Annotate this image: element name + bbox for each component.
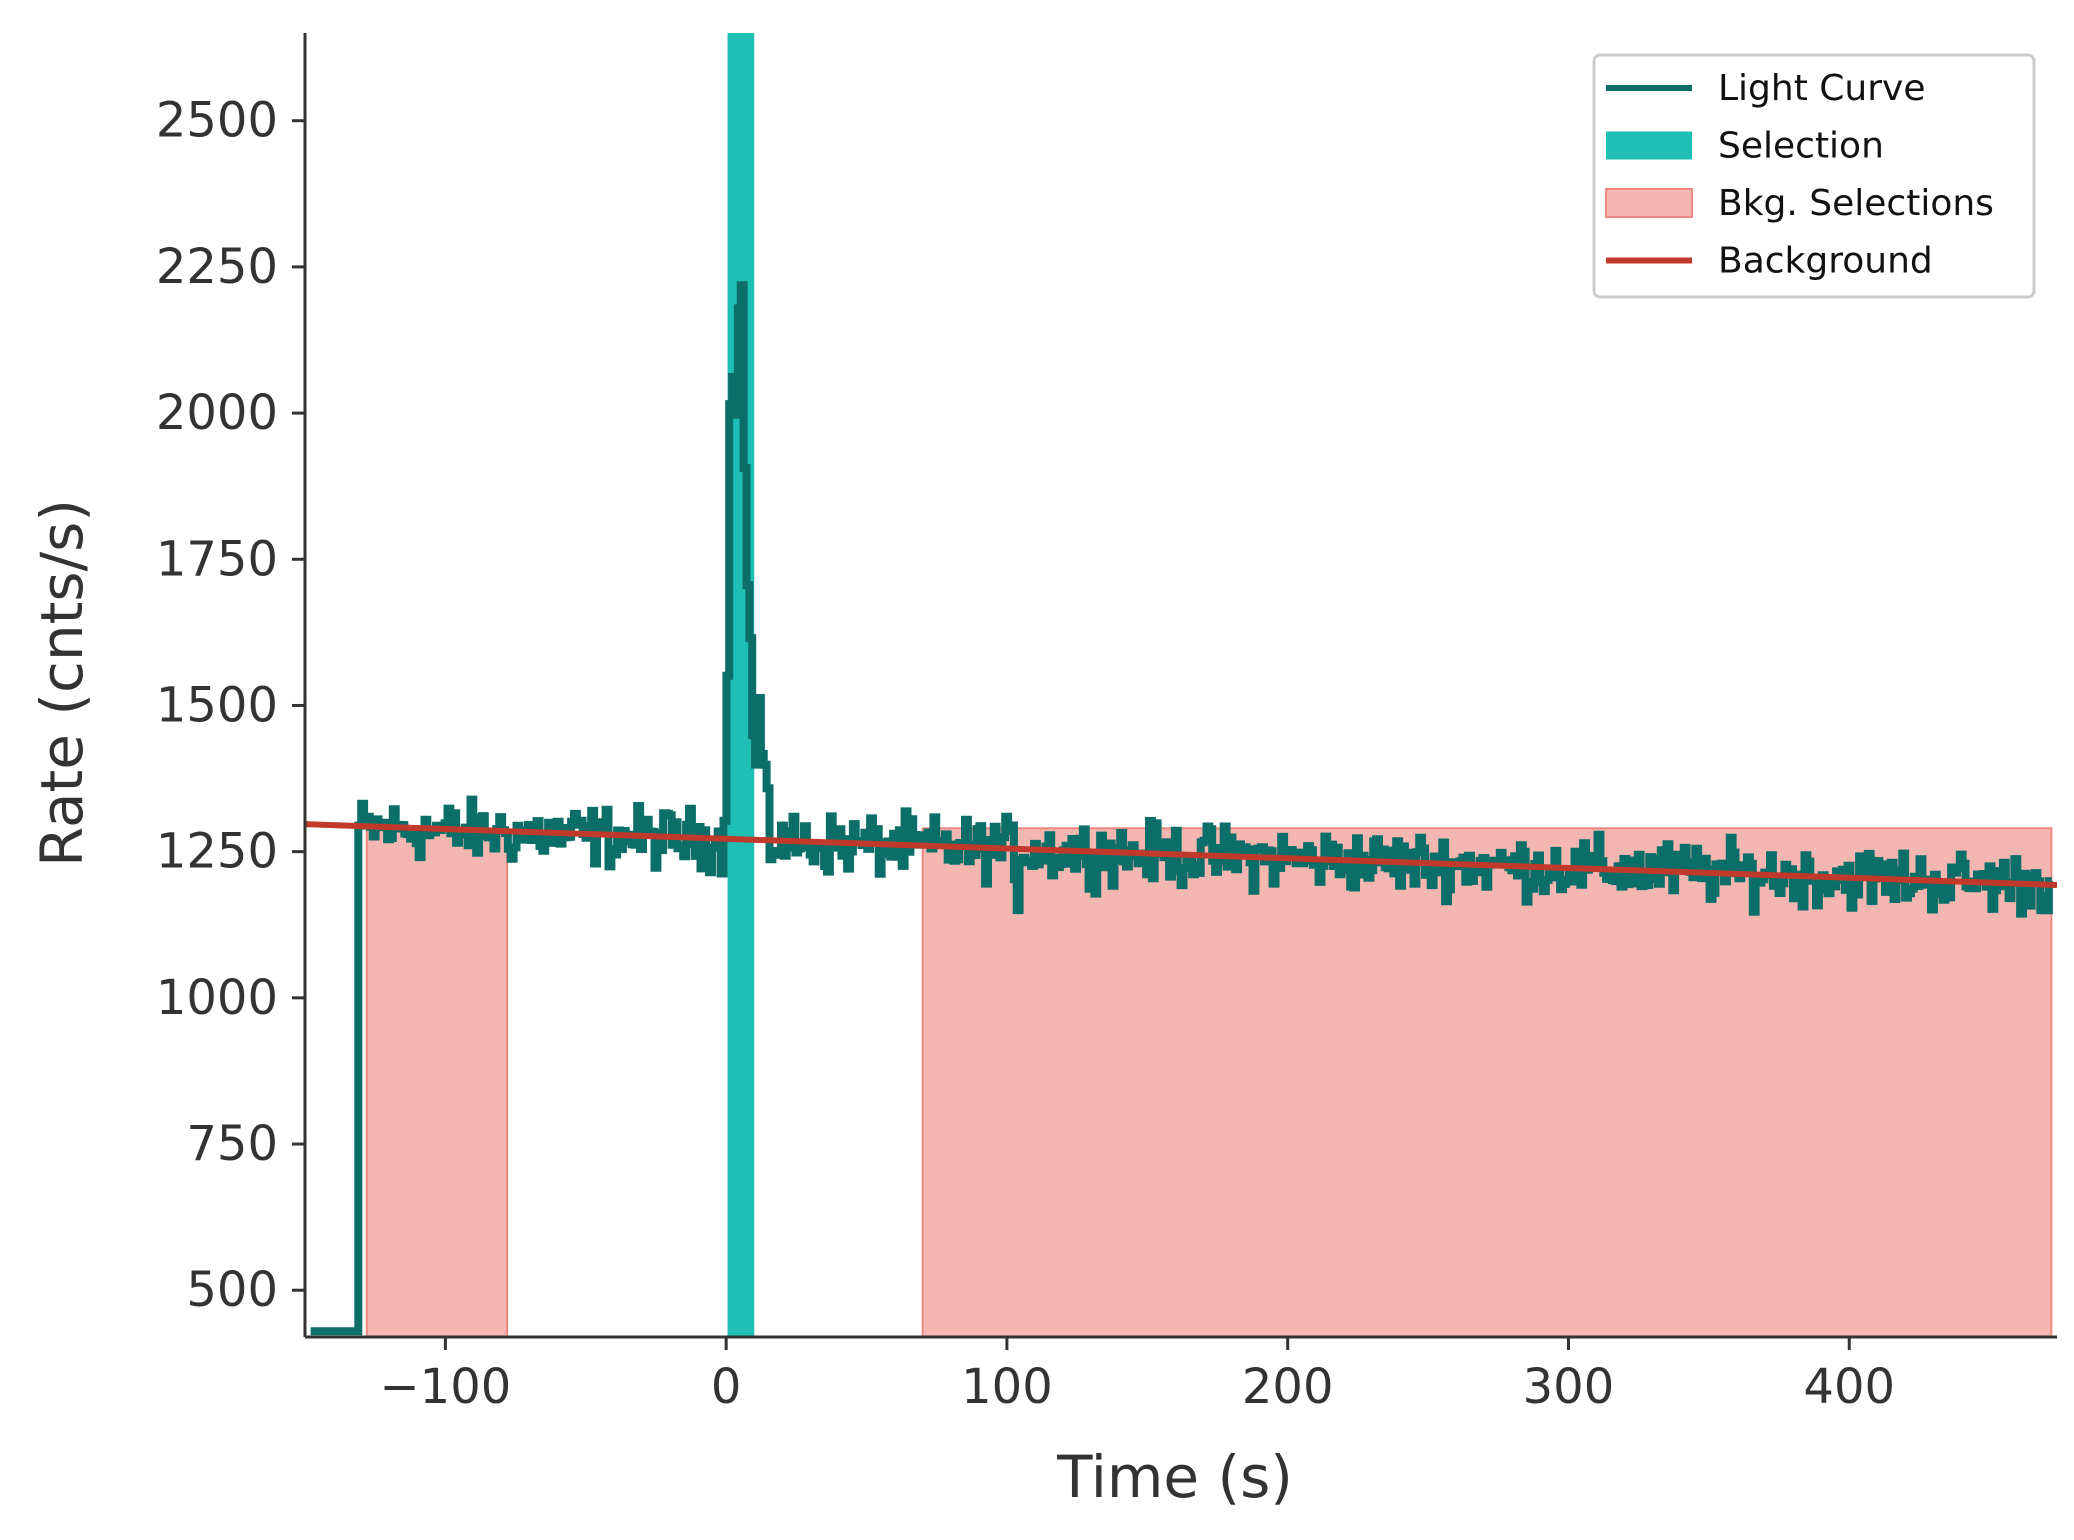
- legend-item-label: Bkg. Selections: [1718, 183, 1994, 224]
- y-tick-label: 1000: [156, 970, 278, 1026]
- bkg-selection-region-1: [365, 827, 509, 1337]
- y-tick-label: 2000: [156, 385, 278, 441]
- y-tick-label: 1500: [156, 677, 278, 733]
- y-tick-label: 500: [186, 1262, 278, 1318]
- legend-item-label: Selection: [1718, 126, 1884, 167]
- y-tick-label: 750: [186, 1116, 278, 1172]
- x-tick-label: 300: [1523, 1359, 1615, 1415]
- legend-handle-patch: [1605, 188, 1693, 218]
- y-tick-label: 2500: [156, 93, 278, 149]
- y-tick-label: 2250: [156, 239, 278, 295]
- bkg-selection-region-2: [921, 827, 2053, 1337]
- plot-area: [305, 33, 2057, 1337]
- legend-handle-patch: [1606, 131, 1692, 160]
- x-axis-label: Time (s): [1056, 1443, 1293, 1511]
- x-tick-label: 200: [1242, 1359, 1334, 1415]
- legend-box: [1592, 53, 2036, 299]
- x-tick-label: −100: [379, 1359, 511, 1415]
- background-fit-line: [305, 821, 2057, 888]
- legend-item-label: Light Curve: [1718, 68, 1926, 109]
- legend-item-label: Background: [1718, 241, 1933, 282]
- y-axis-label: Rate (cnts/s): [28, 499, 96, 867]
- x-tick-label: 0: [711, 1359, 742, 1415]
- axes: 500 750 1000 1250 1500 1750 2000 2250 2500 −100 0 1…: [156, 33, 2057, 1415]
- y-tick-label: 1250: [156, 824, 278, 880]
- y-tick-label: 1750: [156, 531, 278, 587]
- legend: Light Curve Selection Bkg. Selections Backg…: [1592, 53, 2036, 299]
- x-tick-label: 400: [1803, 1359, 1895, 1415]
- x-tick-label: 100: [961, 1359, 1053, 1415]
- plot-content: [305, 33, 2057, 1337]
